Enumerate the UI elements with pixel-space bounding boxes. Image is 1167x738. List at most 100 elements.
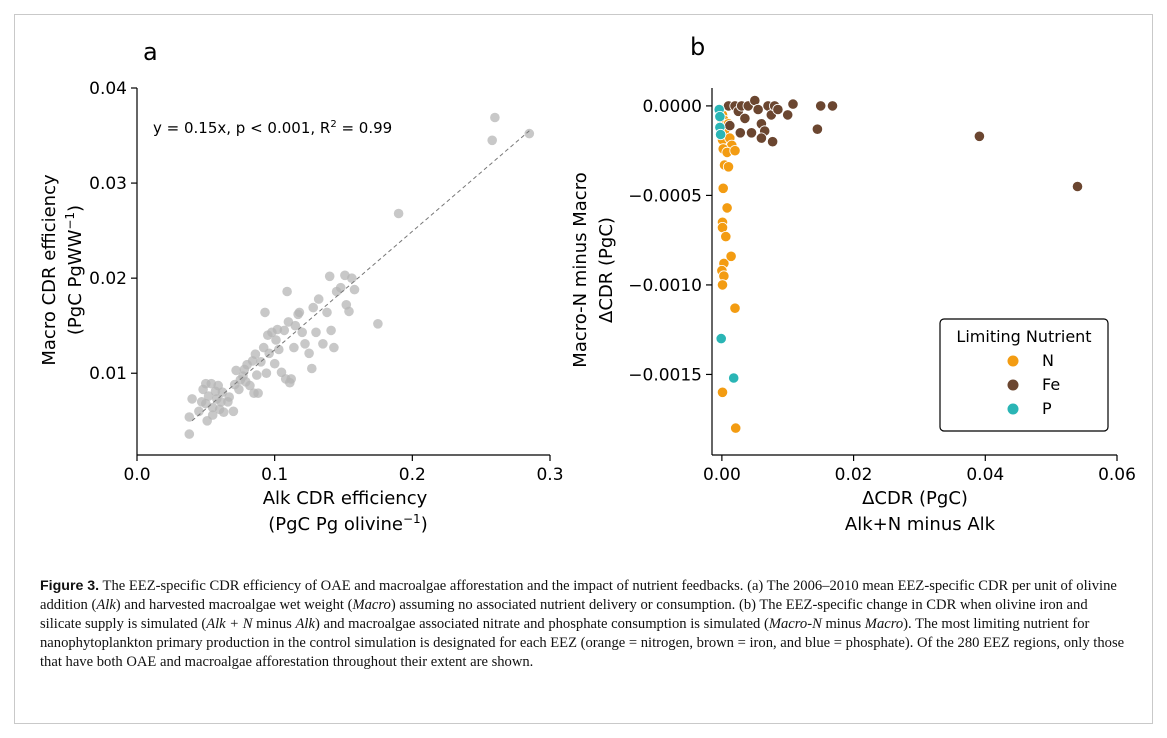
y-tick-label: −0.0015 [628,365,702,385]
caption-lead: Figure 3. [40,578,100,594]
legend-label-fe: Fe [1042,375,1060,394]
y-tick-label: 0.0000 [643,97,702,117]
caption-text-6: minus [821,616,865,632]
data-point [344,306,354,317]
panel-a: a 0.0 0.1 0.2 0.3 0.01 0.02 0.03 0.04 y = 0.15… [39,38,564,535]
data-point [274,344,284,355]
data-point [194,406,204,417]
data-point [251,370,262,380]
data-point-n [725,250,737,262]
data-point-fe [772,103,784,116]
legend-marker-n [1007,355,1019,367]
data-point [271,335,281,345]
data-point [313,294,324,304]
data-point-fe [787,98,799,110]
figure-frame [14,14,1153,724]
data-point [322,307,332,318]
y-tick-label: 0.04 [89,79,127,99]
data-point [234,384,244,395]
data-point-fe [734,127,746,139]
data-point-fe [739,112,751,125]
figure-canvas: a 0.0 0.1 0.2 0.3 0.01 0.02 0.03 0.04 y = 0.15… [39,33,1136,535]
x-tick-label: 0.02 [835,465,873,485]
data-point [297,327,308,338]
x-tick-label: 0.06 [1098,465,1136,485]
data-point [264,348,275,359]
caption-alk-2: Alk [295,616,315,632]
data-point [207,410,218,420]
data-point [349,284,360,295]
data-point-fe [724,120,736,132]
x-tick-label: 0.2 [399,465,426,485]
panel-a-y-ticks: 0.01 0.02 0.03 0.04 [89,79,137,384]
x-tick-label: 0.1 [261,465,288,485]
data-point [250,349,261,360]
data-point-n [729,302,741,314]
data-point [228,406,239,417]
data-point [218,407,229,418]
data-point [393,208,404,219]
figure-caption: Figure 3. The EEZ-specific CDR efficienc… [40,577,1130,672]
y-tick-label: 0.01 [89,364,127,384]
panel-b: b 0.00 0.02 0.04 0.06 0.0000 −0.0005 −0.0010 −… [570,33,1136,535]
panel-a-fit-line [191,130,530,422]
data-point [187,394,197,404]
panel-a-ylabel-line2: (PgC PgWW−1) [63,205,86,335]
data-point-n [721,202,733,214]
data-point [261,368,272,379]
data-point-n [729,145,741,157]
data-point [347,273,357,284]
data-point [279,325,290,336]
data-point [318,339,328,349]
caption-alk-n: Alk + N [206,616,253,632]
legend-label-p: P [1042,399,1052,418]
data-point-p [714,111,726,123]
panel-b-ylabel-line1: Macro-N minus Macro [570,172,591,367]
legend: Limiting Nutrient N Fe P [939,318,1109,432]
data-point [335,282,346,293]
data-point [326,325,336,336]
panel-a-x-ticks: 0.0 0.1 0.2 0.3 [123,455,564,485]
y-tick-label: 0.02 [89,269,127,289]
data-point-p [715,332,727,345]
data-point [253,388,263,399]
panel-b-label: b [690,33,705,61]
data-point [224,392,234,402]
data-point-n [722,161,735,173]
data-point-fe [755,132,768,144]
panel-b-points [713,94,1084,434]
caption-text-2: ) and harvested macroalgae wet weight ( [115,597,353,613]
data-point-fe [826,100,839,112]
caption-text-1: The EEZ-specific CDR efficiency of OAE a… [40,578,1117,613]
data-point [300,339,310,349]
panel-a-points [184,112,535,439]
data-point [286,374,297,384]
legend-label-n: N [1042,351,1054,370]
data-point-fe [782,109,794,121]
data-point [231,365,241,376]
caption-text-4: minus [252,616,296,632]
data-point [245,380,255,391]
data-point-fe [745,127,758,139]
data-point [324,271,335,282]
data-point-fe [973,130,986,142]
panel-b-y-ticks: 0.0000 −0.0005 −0.0010 −0.0015 [628,97,712,385]
x-tick-label: 0.0 [123,465,150,485]
legend-marker-p [1007,403,1019,415]
data-point-fe [1071,180,1084,193]
data-point [307,363,317,374]
panel-a-xlabel-line1: Alk CDR efficiency [263,488,428,509]
x-tick-label: 0.00 [703,465,741,485]
y-tick-label: −0.0010 [628,276,702,296]
data-point-fe [766,136,779,148]
data-point [304,348,314,359]
data-point-fe [815,100,827,112]
legend-marker-fe [1007,379,1019,391]
data-point [524,128,535,139]
data-point [216,397,226,407]
data-point [282,286,292,297]
panel-a-annotation: y = 0.15x, p < 0.001, R2 = 0.99 [153,119,392,137]
caption-macro-n: Macro-N [768,616,822,632]
data-point [490,112,500,123]
panel-a-ylabel-line1: Macro CDR efficiency [39,174,60,366]
